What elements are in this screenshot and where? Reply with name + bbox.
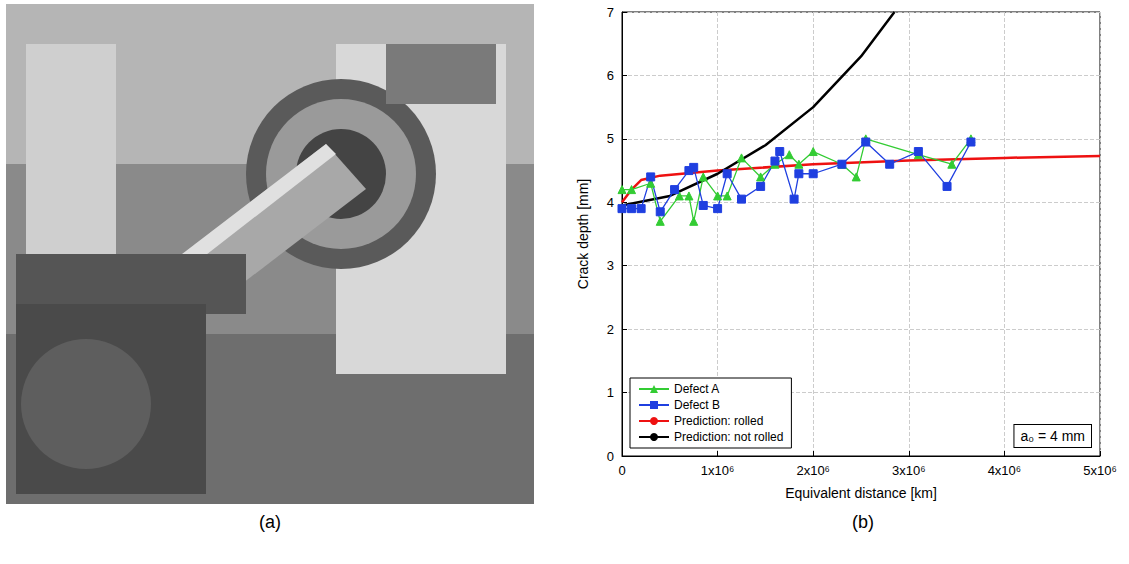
svg-text:Prediction: not rolled: Prediction: not rolled [674, 430, 783, 444]
svg-text:1: 1 [607, 385, 614, 400]
svg-text:Defect A: Defect A [674, 382, 719, 396]
html-text:(a): (a) [259, 512, 281, 532]
svg-text:4x10⁶: 4x10⁶ [988, 463, 1022, 478]
svg-text:0: 0 [618, 463, 625, 478]
svg-text:7: 7 [607, 5, 614, 20]
svg-text:6: 6 [607, 68, 614, 83]
svg-text:Defect B: Defect B [674, 398, 720, 412]
svg-text:0: 0 [607, 449, 614, 464]
svg-text:5: 5 [607, 131, 614, 146]
html-text:(b): (b) [852, 512, 874, 532]
svg-text:1x10⁶: 1x10⁶ [701, 463, 735, 478]
svg-text:2: 2 [607, 322, 614, 337]
svg-text:5x10⁶: 5x10⁶ [1083, 463, 1117, 478]
svg-text:Prediction: rolled: Prediction: rolled [674, 414, 763, 428]
svg-text:a₀ = 4 mm: a₀ = 4 mm [1020, 428, 1085, 444]
svg-text:Equivalent distance [km]: Equivalent distance [km] [785, 485, 937, 501]
svg-text:3x10⁶: 3x10⁶ [892, 463, 926, 478]
svg-text:2x10⁶: 2x10⁶ [796, 463, 830, 478]
svg-text:4: 4 [607, 195, 614, 210]
svg-text:Crack depth [mm]: Crack depth [mm] [575, 179, 591, 289]
svg-text:3: 3 [607, 258, 614, 273]
